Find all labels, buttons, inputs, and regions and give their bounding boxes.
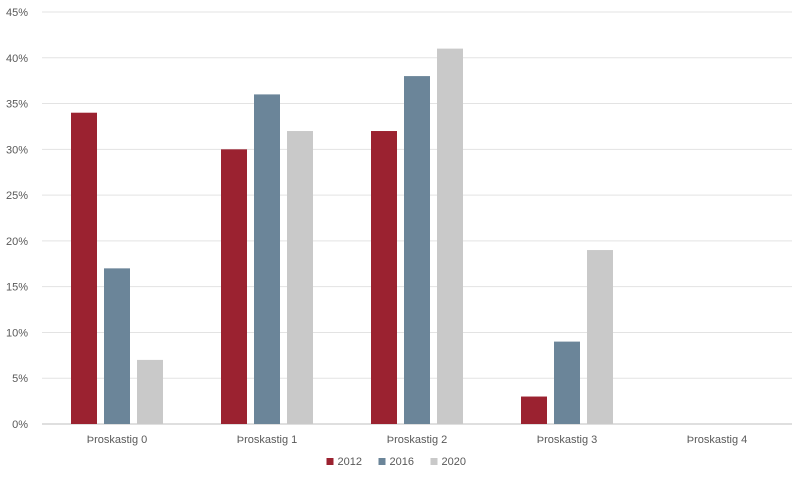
bar-2012-2 [371, 131, 397, 424]
x-tick-label: Þroskastig 1 [237, 434, 298, 446]
bars [71, 48, 613, 425]
legend: 2012 2016 2020 [326, 456, 466, 468]
y-tick-label: 5% [12, 373, 28, 385]
bar-2020-3 [587, 250, 613, 424]
y-tick-label: 35% [6, 99, 28, 111]
bar-2012-3 [521, 396, 547, 424]
bar-2020-2 [437, 48, 463, 424]
y-tick-label: 15% [6, 282, 28, 294]
legend-label: 2016 [390, 456, 414, 468]
legend-label: 2012 [338, 456, 362, 468]
x-tick-label: Þroskastig 2 [387, 434, 448, 446]
legend-swatch-2016 [378, 458, 386, 465]
y-tick-label: 20% [6, 236, 28, 248]
legend-label: 2020 [442, 456, 466, 468]
x-tick-label: Þroskastig 4 [687, 434, 748, 446]
y-tick-label: 0% [12, 419, 28, 431]
y-tick-label: 40% [6, 53, 28, 65]
y-tick-label: 45% [6, 7, 28, 19]
legend-swatch-2012 [326, 458, 334, 465]
x-axis: Þroskastig 0 Þroskastig 1 Þroskastig 2 Þros… [87, 434, 748, 446]
y-tick-label: 10% [6, 327, 28, 339]
bar-2016-2 [404, 76, 430, 424]
bar-2012-1 [221, 149, 247, 425]
x-tick-label: Þroskastig 0 [87, 434, 148, 446]
legend-swatch-2020 [430, 458, 438, 465]
bar-2020-0 [137, 359, 163, 424]
bar-2016-3 [554, 341, 580, 424]
bar-2016-1 [254, 94, 280, 425]
bar-2020-1 [287, 131, 313, 424]
x-tick-label: Þroskastig 3 [537, 434, 598, 446]
y-tick-label: 30% [6, 144, 28, 156]
y-tick-label: 25% [6, 190, 28, 202]
y-axis: 0% 5% 10% 15% 20% 25% 30% 35% 40% 45% [6, 7, 28, 431]
bar-2012-0 [71, 112, 97, 424]
bar-2016-0 [104, 268, 130, 424]
